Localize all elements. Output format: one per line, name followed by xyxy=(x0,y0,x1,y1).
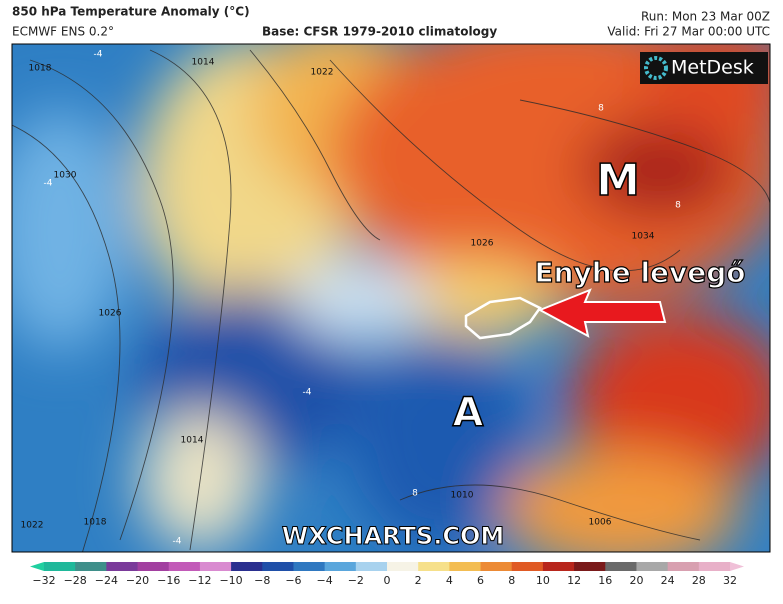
colorbar-segment xyxy=(418,562,450,571)
colorbar-segment xyxy=(480,562,513,571)
colorbar-segment xyxy=(387,562,419,571)
colorbar-segment xyxy=(262,562,294,571)
colorbar-label: 8 xyxy=(508,574,515,587)
colorbar-label: −24 xyxy=(95,574,118,587)
colorbar-label: 10 xyxy=(536,574,550,587)
colorbar-label: 4 xyxy=(446,574,453,587)
anomaly-label: -4 xyxy=(303,388,312,398)
anomaly-label: 8 xyxy=(598,104,604,114)
colorbar-segment xyxy=(199,562,232,571)
run: Run: Mon 23 Mar 00Z xyxy=(641,10,770,24)
isobar-label: 1030 xyxy=(54,171,77,181)
colorbar-label: −32 xyxy=(32,574,55,587)
anomaly-label: -4 xyxy=(44,179,53,189)
isobar-label: 1034 xyxy=(632,232,655,242)
colorbar-segment xyxy=(542,562,575,571)
colorbar-label: −6 xyxy=(285,574,301,587)
colorbar-label: 6 xyxy=(477,574,484,587)
colorbar-segment xyxy=(636,562,669,571)
isobar-label: 1026 xyxy=(99,309,122,319)
colorbar-segment xyxy=(75,562,107,571)
model: ECMWF ENS 0.2° xyxy=(12,25,114,39)
colorbar-label: 16 xyxy=(598,574,612,587)
watermark: WXCHARTS.COM xyxy=(282,522,504,550)
isobar-label: 1026 xyxy=(471,239,494,249)
colorbar-end xyxy=(30,562,44,571)
colorbar-label: −2 xyxy=(348,574,364,587)
arrow-label: Enyhe levegő xyxy=(534,256,745,289)
anomaly-label: 8 xyxy=(412,489,418,499)
colorbar-segment xyxy=(44,562,76,571)
isobar-label: 1022 xyxy=(311,68,334,78)
title: 850 hPa Temperature Anomaly (°C) xyxy=(12,5,250,19)
isobar-label: 1006 xyxy=(589,518,612,528)
colorbar-label: 20 xyxy=(629,574,643,587)
colorbar-segment xyxy=(231,562,263,571)
arrow xyxy=(537,288,667,338)
map: MetDesk M A Enyhe levegő WXCHARTS.COM 10… xyxy=(12,44,770,552)
colorbar-label: 32 xyxy=(723,574,737,587)
colorbar-segment xyxy=(106,562,139,571)
colorbar-segment xyxy=(168,562,201,571)
base: Base: CFSR 1979-2010 climatology xyxy=(262,25,497,39)
isobar-label: 1018 xyxy=(84,518,107,528)
logo: MetDesk xyxy=(671,57,754,79)
colorbar-segment xyxy=(667,562,700,571)
colorbar-label: 0 xyxy=(384,574,391,587)
low-label: A xyxy=(453,390,484,436)
valid: Valid: Fri 27 Mar 00:00 UTC xyxy=(607,25,770,39)
colorbar-label: 28 xyxy=(692,574,706,587)
colorbar-label: −28 xyxy=(64,574,87,587)
colorbar-segment xyxy=(605,562,637,571)
isobar-label: 1022 xyxy=(21,521,44,531)
colorbar-segment xyxy=(449,562,482,571)
colorbar-label: −8 xyxy=(254,574,270,587)
isobar-label: 1018 xyxy=(29,64,52,74)
colorbar-label: 12 xyxy=(567,574,581,587)
colorbar-end xyxy=(730,562,744,571)
colorbar-label: −4 xyxy=(317,574,333,587)
colorbar-segment xyxy=(137,562,170,571)
colorbar-segment xyxy=(324,562,357,571)
colorbar-segment xyxy=(355,562,388,571)
colorbar-segment xyxy=(698,562,731,571)
isobar-label: 1014 xyxy=(181,436,204,446)
isobar-label: 1014 xyxy=(192,58,215,68)
high-label: M xyxy=(596,155,640,206)
colorbar-label: −20 xyxy=(126,574,149,587)
colorbar-segment xyxy=(574,562,606,571)
colorbar-segment xyxy=(293,562,326,571)
colorbar-label: 24 xyxy=(661,574,675,587)
isobar-label: 1010 xyxy=(451,491,474,501)
anomaly-label: 8 xyxy=(675,201,681,211)
colorbar-label: −12 xyxy=(188,574,211,587)
anomaly-label: -4 xyxy=(94,50,103,60)
colorbar-label: −16 xyxy=(157,574,180,587)
colorbar-segment xyxy=(511,562,544,571)
colorbar-label: −10 xyxy=(219,574,242,587)
hungary-outline xyxy=(464,296,542,340)
colorbar-label: 2 xyxy=(415,574,422,587)
anomaly-label: -4 xyxy=(173,537,182,547)
